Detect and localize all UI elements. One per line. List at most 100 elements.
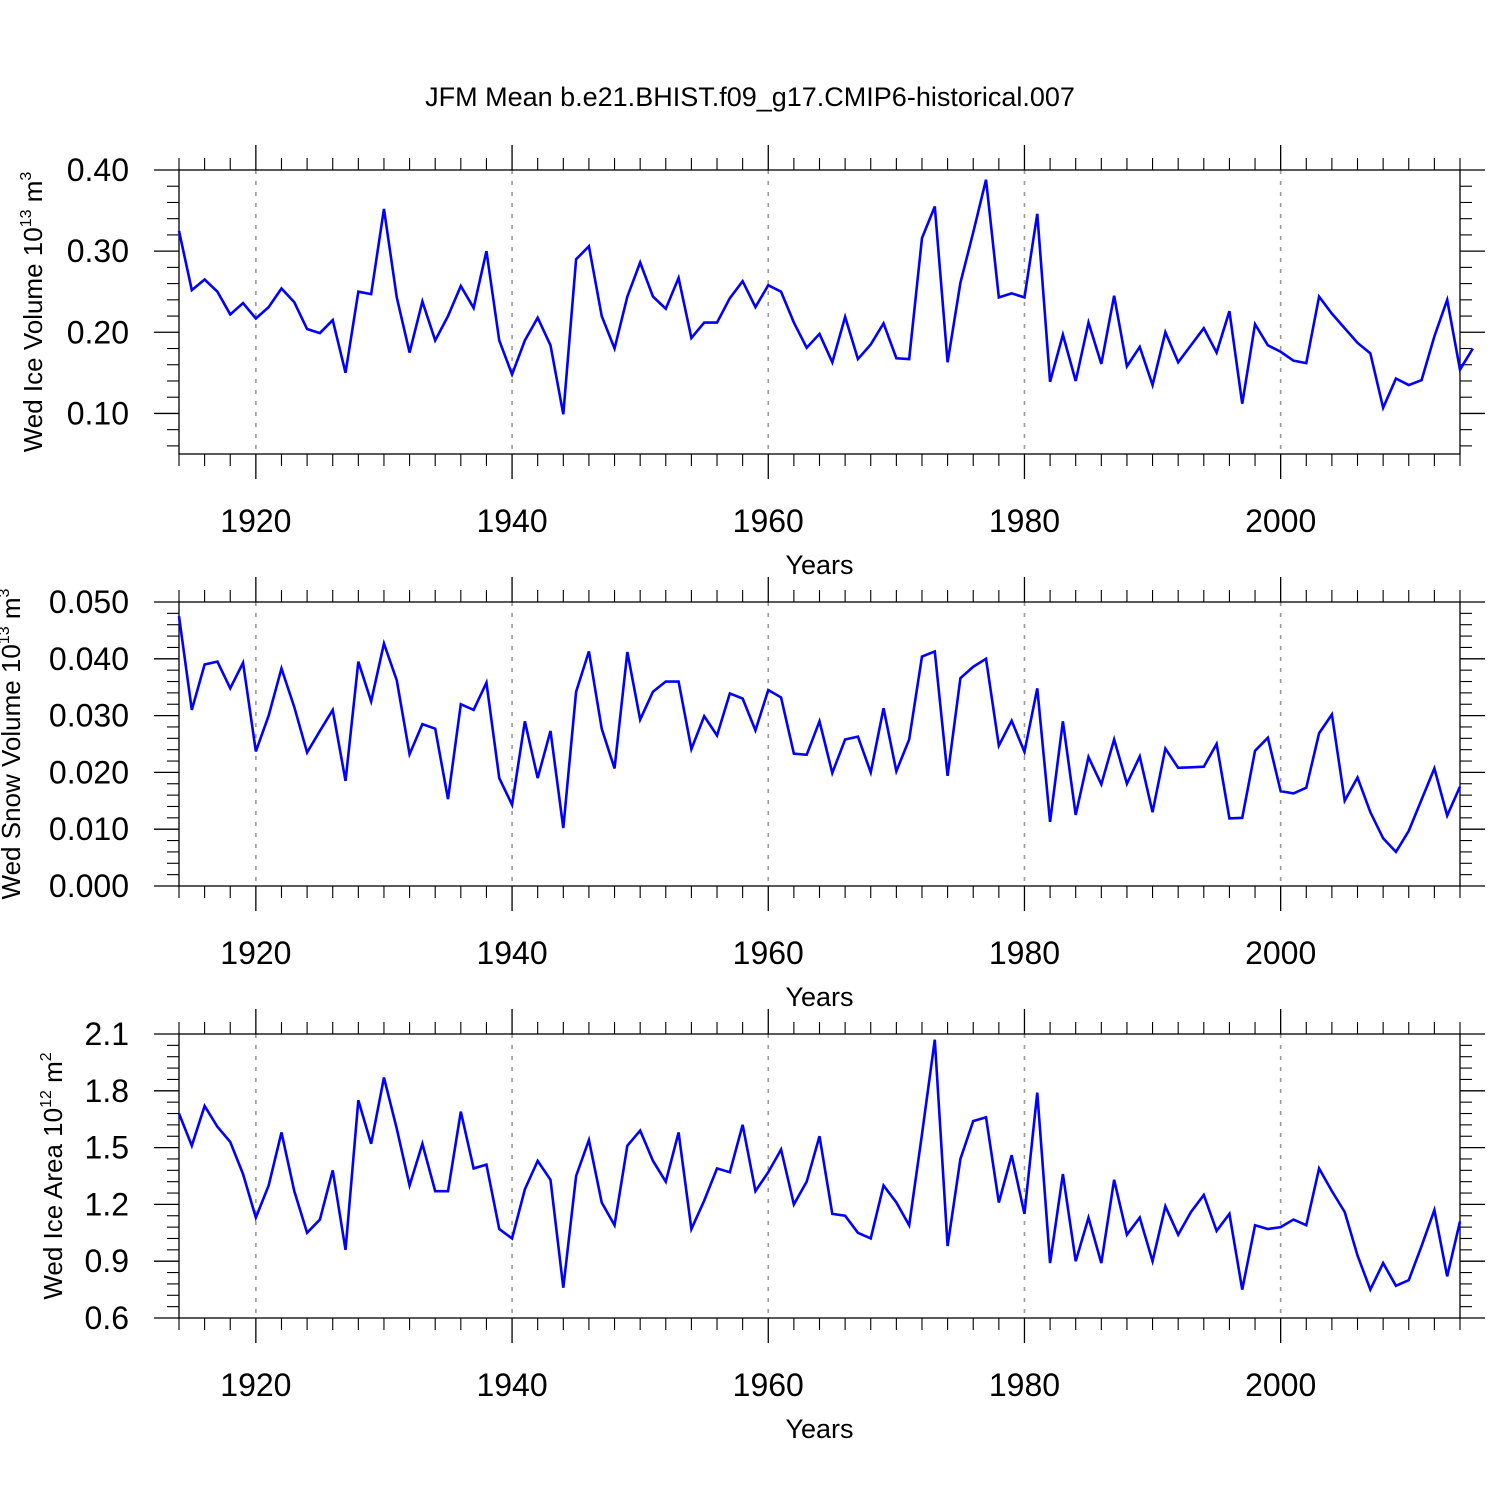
y-tick-label: 0.6 bbox=[85, 1300, 129, 1336]
data-point bbox=[1125, 364, 1129, 368]
data-point bbox=[433, 727, 437, 731]
data-point bbox=[1266, 736, 1270, 740]
data-point bbox=[1061, 719, 1065, 723]
data-point bbox=[484, 249, 488, 253]
data-point bbox=[1240, 1288, 1244, 1292]
data-point bbox=[882, 1183, 886, 1187]
data-point bbox=[190, 288, 194, 292]
data-point bbox=[305, 1231, 309, 1235]
y-tick-label: 0.030 bbox=[49, 698, 129, 734]
data-point bbox=[741, 1123, 745, 1127]
data-point bbox=[907, 357, 911, 361]
data-point bbox=[1381, 406, 1385, 410]
data-point bbox=[907, 1223, 911, 1227]
data-point bbox=[1099, 362, 1103, 366]
data-point bbox=[894, 356, 898, 360]
data-point bbox=[382, 1076, 386, 1080]
data-point bbox=[1458, 1219, 1462, 1223]
data-point bbox=[497, 338, 501, 342]
data-point bbox=[1291, 359, 1295, 363]
data-point bbox=[625, 1144, 629, 1148]
data-point bbox=[344, 1248, 348, 1252]
x-tick-label: 1960 bbox=[733, 503, 804, 539]
data-point bbox=[472, 1166, 476, 1170]
data-point bbox=[894, 769, 898, 773]
data-point bbox=[497, 1227, 501, 1231]
data-point bbox=[292, 300, 296, 304]
data-point bbox=[1151, 810, 1155, 814]
data-point bbox=[882, 706, 886, 710]
data-point bbox=[1394, 1284, 1398, 1288]
data-point bbox=[766, 1170, 770, 1174]
data-point bbox=[497, 776, 501, 780]
data-point bbox=[1253, 322, 1257, 326]
data-point bbox=[1099, 1261, 1103, 1265]
y-axis-title-unit: m bbox=[18, 181, 48, 210]
data-point bbox=[613, 1223, 617, 1227]
data-point bbox=[305, 751, 309, 755]
data-point bbox=[1022, 295, 1026, 299]
data-point bbox=[459, 1110, 463, 1114]
data-point bbox=[1074, 813, 1078, 817]
data-point bbox=[523, 719, 527, 723]
x-tick-label: 2000 bbox=[1245, 1367, 1316, 1403]
data-point bbox=[574, 690, 578, 694]
data-point bbox=[1317, 1166, 1321, 1170]
plot-frame bbox=[178, 169, 1461, 455]
data-point bbox=[1356, 776, 1360, 780]
plot-frame bbox=[178, 601, 1461, 887]
data-point bbox=[805, 1180, 809, 1184]
data-point bbox=[561, 412, 565, 416]
panel-wed-ice-volume: 1920 1940 1960 1980 2000 0.10 0.20 0.30 0.40 Year… bbox=[18, 145, 1485, 580]
y-tick-label: 0.40 bbox=[67, 152, 129, 188]
data-point bbox=[1176, 766, 1180, 770]
x-axis-title: Years bbox=[785, 1414, 853, 1444]
series-line bbox=[177, 179, 1474, 415]
data-point bbox=[318, 729, 322, 733]
data-point bbox=[1253, 749, 1257, 753]
data-point bbox=[241, 661, 245, 665]
data-point bbox=[1381, 836, 1385, 840]
data-point bbox=[1330, 312, 1334, 316]
data-point bbox=[1407, 1278, 1411, 1282]
data-point bbox=[305, 327, 309, 331]
data-point bbox=[344, 779, 348, 783]
data-point bbox=[1035, 686, 1039, 690]
y-axis-title-exponent: 13 bbox=[18, 209, 35, 227]
data-point bbox=[997, 295, 1001, 299]
data-point bbox=[1061, 1172, 1065, 1176]
data-point bbox=[356, 1098, 360, 1102]
y-tick-label: 0.000 bbox=[49, 868, 129, 904]
data-point bbox=[548, 343, 552, 347]
data-point bbox=[638, 261, 642, 265]
data-point bbox=[830, 1212, 834, 1216]
x-axis-title: Years bbox=[785, 982, 853, 1012]
data-point bbox=[228, 686, 232, 690]
data-point bbox=[548, 729, 552, 733]
data-point bbox=[459, 702, 463, 706]
data-point bbox=[1420, 1244, 1424, 1248]
data-point bbox=[254, 1216, 258, 1220]
data-point bbox=[1394, 377, 1398, 381]
y-axis-title-text: Wed Ice Volume 10 bbox=[18, 227, 48, 452]
data-point bbox=[792, 1202, 796, 1206]
data-point bbox=[548, 1178, 552, 1182]
x-axis-title: Years bbox=[785, 550, 853, 580]
data-point bbox=[920, 236, 924, 240]
data-point bbox=[971, 1119, 975, 1123]
data-point bbox=[1138, 754, 1142, 758]
data-point bbox=[292, 1189, 296, 1193]
data-point bbox=[792, 752, 796, 756]
data-point bbox=[1291, 791, 1295, 795]
x-tick-label: 1960 bbox=[733, 1367, 804, 1403]
data-point bbox=[664, 680, 668, 684]
data-point bbox=[1368, 351, 1372, 355]
series-line bbox=[177, 1039, 1462, 1293]
x-tick-label: 1980 bbox=[989, 1367, 1060, 1403]
data-point bbox=[741, 279, 745, 283]
data-point bbox=[779, 695, 783, 699]
data-point bbox=[933, 205, 937, 209]
data-point bbox=[369, 292, 373, 296]
data-point bbox=[279, 286, 283, 290]
data-point bbox=[1138, 1216, 1142, 1220]
